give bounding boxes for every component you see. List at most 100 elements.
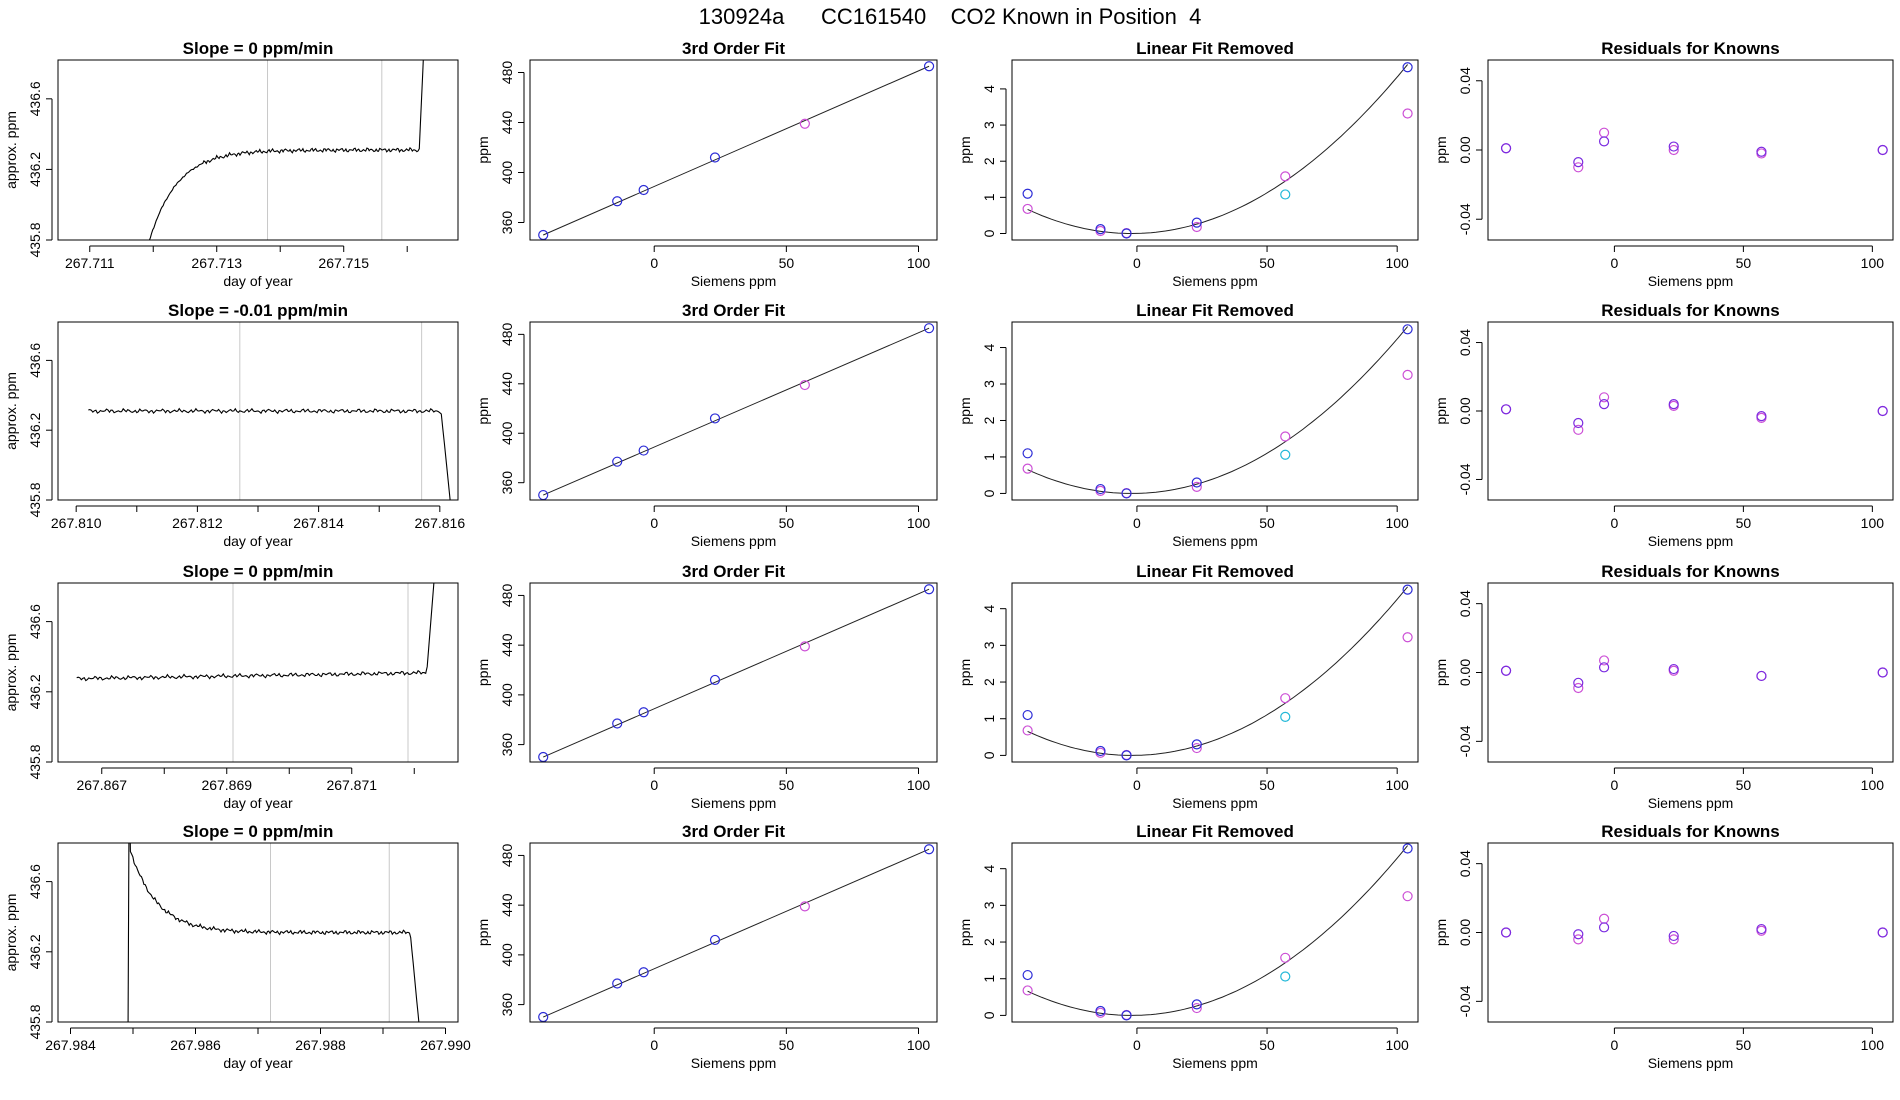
x-axis-label: Siemens ppm — [691, 273, 777, 289]
data-point-blue — [1191, 217, 1202, 228]
y-tick-label: 436.6 — [27, 343, 43, 378]
plot-area — [1500, 913, 1888, 945]
data-point-purple — [1668, 663, 1679, 675]
data-point-blue — [1095, 224, 1106, 235]
data-point-purple — [1756, 146, 1767, 157]
data-point-blue — [1121, 488, 1132, 499]
x-tick-label: 0 — [1133, 515, 1141, 531]
y-tick-label: 0.04 — [1457, 590, 1473, 617]
plot-frame — [1487, 321, 1894, 501]
y-tick-label: 435.8 — [27, 482, 43, 517]
data-point-blue — [638, 184, 649, 196]
x-tick-label: 267.871 — [326, 777, 377, 793]
data-point-purple — [1500, 927, 1512, 938]
data-point-blue — [1095, 1005, 1106, 1017]
data-point-blue — [1095, 745, 1106, 757]
data-point-magenta — [1598, 127, 1610, 138]
panel-title: Residuals for Knowns — [1601, 562, 1780, 581]
y-tick-label: 0.00 — [1457, 136, 1473, 163]
panel-0-2: 0 50 100 Siemens ppm 0 1 2 3 4 ppm Linear Fit Remo… — [957, 39, 1419, 289]
data-point-purple — [1500, 404, 1512, 415]
data-point-purple — [1877, 927, 1888, 938]
y-tick-label: 4 — [981, 343, 997, 351]
x-axis-label: Siemens ppm — [1648, 795, 1734, 811]
y-tick-label: 360 — [499, 993, 515, 1017]
y-tick-label: 0 — [981, 489, 997, 497]
ppm-trace — [127, 843, 420, 1022]
y-tick-label: 1 — [981, 453, 997, 461]
y-tick-label: 400 — [499, 943, 515, 967]
data-point-blue — [1022, 709, 1033, 721]
y-tick-label: 0.04 — [1457, 850, 1473, 877]
x-tick-label: 50 — [779, 1037, 795, 1053]
panel-title: 3rd Order Fit — [682, 822, 785, 841]
y-tick-label: 0 — [981, 229, 997, 237]
y-tick-label: 480 — [499, 322, 515, 346]
x-tick-label: 100 — [1385, 515, 1409, 531]
data-point-blue — [1121, 1010, 1132, 1021]
y-tick-label: 436.2 — [27, 674, 43, 709]
y-axis-label: approx. ppm — [3, 634, 19, 712]
data-point-blue — [1191, 477, 1202, 488]
x-tick-label: 50 — [779, 777, 795, 793]
data-point-magenta — [1668, 144, 1679, 156]
data-point-blue — [1191, 999, 1202, 1010]
plot-frame — [1011, 59, 1419, 241]
panel-title: Residuals for Knowns — [1601, 822, 1780, 841]
data-point-purple — [1500, 665, 1512, 676]
data-point-blue — [923, 323, 935, 334]
y-tick-label: 360 — [499, 733, 515, 757]
y-tick-label: 3 — [981, 121, 997, 129]
x-axis-label: day of year — [223, 1055, 293, 1071]
y-tick-label: 1 — [981, 715, 997, 723]
y-tick-label: 0.00 — [1457, 919, 1473, 946]
y-axis-label: ppm — [957, 659, 973, 686]
x-axis-label: day of year — [223, 273, 293, 289]
fit-line — [543, 65, 930, 236]
data-point-blue — [1191, 739, 1202, 750]
y-tick-label: -0.04 — [1457, 985, 1473, 1017]
y-tick-label: 436.6 — [27, 81, 43, 116]
panel-title: 3rd Order Fit — [682, 39, 785, 58]
y-tick-label: 4 — [981, 605, 997, 613]
x-tick-label: 100 — [907, 515, 931, 531]
y-axis-label: ppm — [1433, 136, 1449, 163]
y-tick-label: 440 — [499, 893, 515, 917]
data-point-magenta — [1573, 934, 1584, 945]
panel-title: Slope = 0 ppm/min — [183, 39, 334, 58]
y-axis-label: approx. ppm — [3, 372, 19, 450]
x-axis-label: Siemens ppm — [691, 533, 777, 549]
data-point-purple — [1598, 399, 1610, 410]
panel-3-2: 0 50 100 Siemens ppm 0 1 2 3 4 ppm Linear Fit Remo… — [957, 822, 1419, 1071]
data-point-blue — [1121, 750, 1132, 761]
plot-frame — [57, 321, 459, 501]
data-point-magenta — [1573, 424, 1584, 435]
x-tick-label: 100 — [1385, 777, 1409, 793]
data-point-magenta — [799, 901, 810, 912]
x-tick-label: 267.869 — [201, 777, 252, 793]
x-tick-label: 267.810 — [51, 515, 102, 531]
x-tick-label: 0 — [650, 1037, 658, 1053]
plot-frame — [1011, 582, 1419, 763]
y-tick-label: 360 — [499, 471, 515, 495]
panel-1-2: 0 50 100 Siemens ppm 0 1 2 3 4 ppm Linear Fit Remo… — [957, 301, 1419, 549]
panel-title: 3rd Order Fit — [682, 562, 785, 581]
data-point-cyan — [1280, 449, 1291, 460]
x-tick-label: 0 — [1133, 777, 1141, 793]
x-tick-label: 100 — [907, 777, 931, 793]
y-tick-label: 3 — [981, 641, 997, 649]
plot-area — [1022, 62, 1413, 239]
data-point-blue — [709, 674, 721, 686]
data-point-blue — [709, 413, 721, 424]
y-axis-label: ppm — [475, 919, 491, 946]
panel-title: Residuals for Knowns — [1601, 301, 1780, 320]
panel-2-3: 0 50 100 Siemens ppm -0.04 0.00 0.04 ppm Residua… — [1433, 562, 1894, 811]
y-tick-label: 0 — [981, 1011, 997, 1019]
data-point-magenta — [1022, 463, 1033, 474]
y-axis-label: ppm — [957, 136, 973, 163]
y-tick-label: 435.8 — [27, 222, 43, 257]
data-point-magenta — [1573, 682, 1584, 694]
plot-area — [538, 844, 935, 1022]
plot-area — [76, 583, 435, 762]
data-point-magenta — [1668, 934, 1679, 945]
